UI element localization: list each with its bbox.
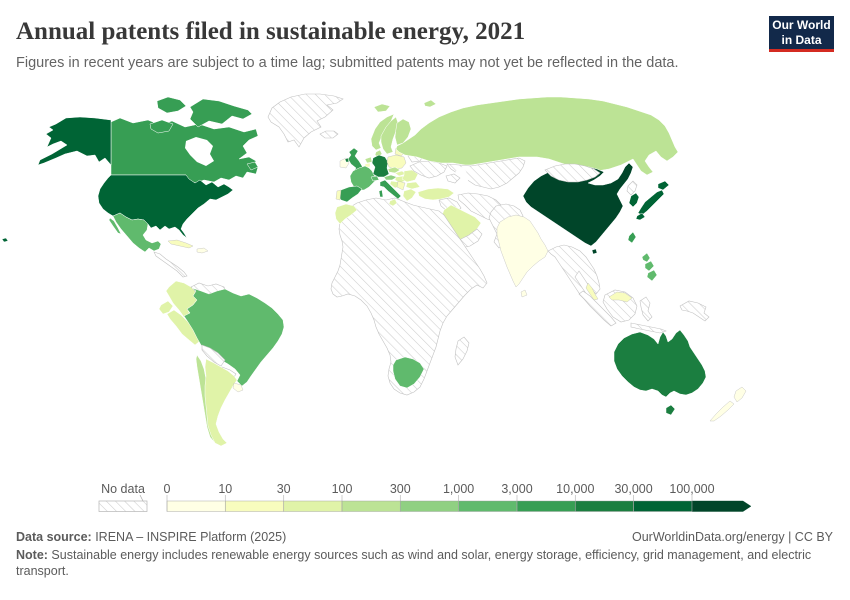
svg-text:30,000: 30,000: [614, 482, 652, 496]
svg-text:1,000: 1,000: [443, 482, 474, 496]
svg-text:No data: No data: [101, 482, 145, 496]
svg-text:3,000: 3,000: [501, 482, 532, 496]
svg-text:100: 100: [332, 482, 353, 496]
svg-text:10,000: 10,000: [556, 482, 594, 496]
svg-text:300: 300: [390, 482, 411, 496]
svg-text:100,000: 100,000: [669, 482, 714, 496]
svg-text:0: 0: [164, 482, 171, 496]
svg-text:30: 30: [277, 482, 291, 496]
svg-text:10: 10: [218, 482, 232, 496]
